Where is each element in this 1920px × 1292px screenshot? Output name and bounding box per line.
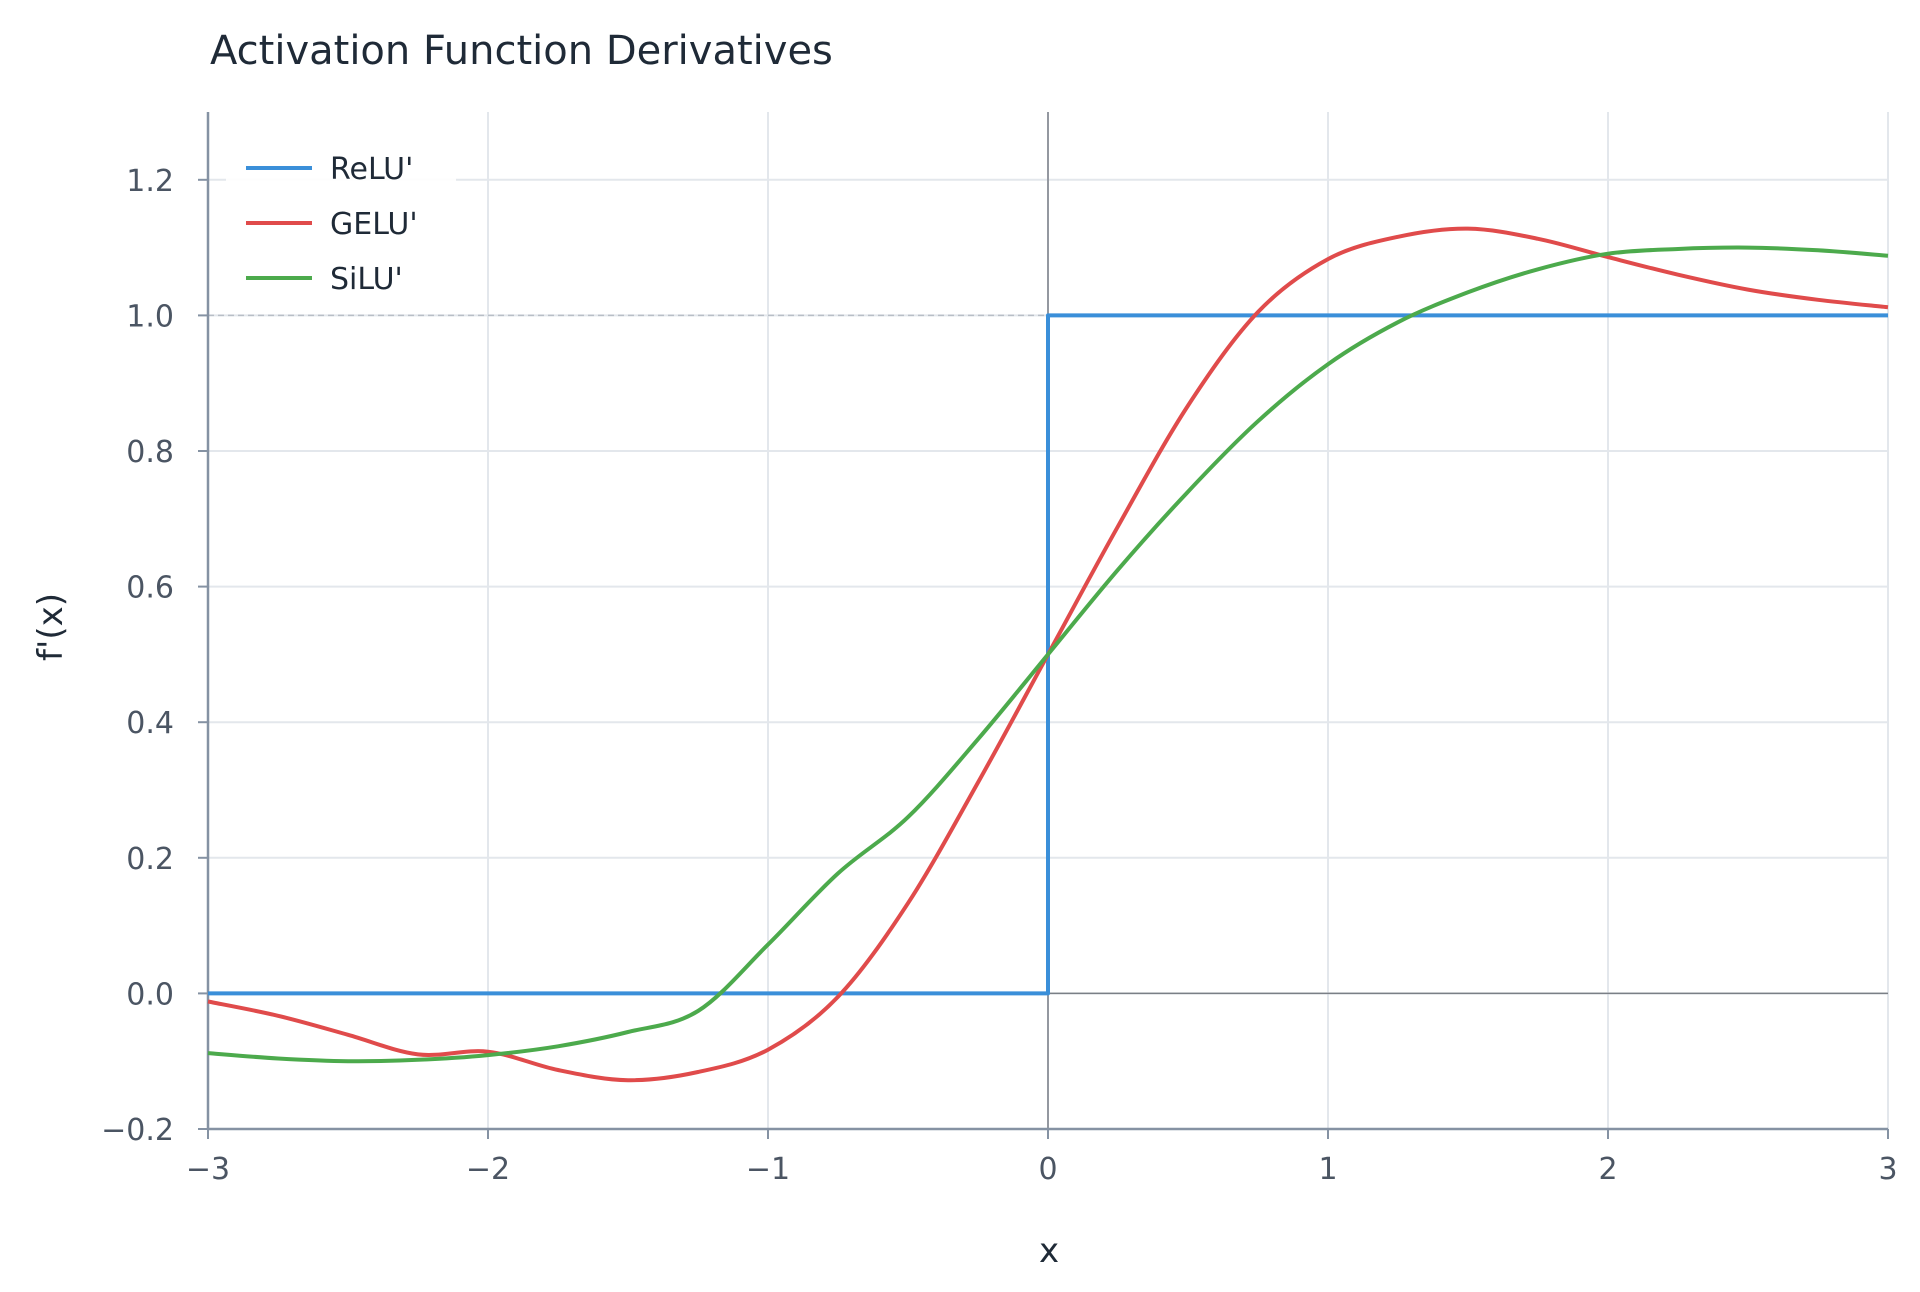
x-tick-label: 1 <box>1318 1152 1337 1187</box>
legend: ReLU' GELU' SiLU' <box>226 140 456 300</box>
x-tick-labels: −3 −2 −1 0 1 2 3 <box>186 1152 1898 1187</box>
axes <box>198 112 1889 1139</box>
y-tick-label: 0.0 <box>126 977 174 1012</box>
chart-title: Activation Function Derivatives <box>210 28 833 74</box>
y-tick-label: 0.8 <box>126 435 174 470</box>
y-tick-label: 0.2 <box>126 842 174 877</box>
y-tick-label: 1.2 <box>126 164 174 199</box>
x-tick-label: 3 <box>1878 1152 1897 1187</box>
x-tick-label: −2 <box>466 1152 510 1187</box>
x-tick-label: −1 <box>746 1152 790 1187</box>
x-tick-label: −3 <box>186 1152 230 1187</box>
y-tick-labels: −0.2 0.0 0.2 0.4 0.6 0.8 1.0 1.2 <box>101 164 174 1148</box>
y-tick-label: 0.4 <box>126 706 174 741</box>
y-tick-label: 1.0 <box>126 299 174 334</box>
legend-label-silu: SiLU' <box>330 262 403 297</box>
y-tick-label: −0.2 <box>101 1113 174 1148</box>
y-tick-label: 0.6 <box>126 571 174 606</box>
x-axis-label: x <box>1039 1231 1059 1271</box>
series-group <box>207 226 1889 1083</box>
x-tick-label: 2 <box>1598 1152 1617 1187</box>
series-line-silu <box>207 245 1889 1064</box>
legend-label-relu: ReLU' <box>330 152 413 187</box>
y-axis-label: f'(x) <box>31 593 71 661</box>
legend-label-gelu: GELU' <box>330 207 418 242</box>
x-tick-label: 0 <box>1038 1152 1057 1187</box>
